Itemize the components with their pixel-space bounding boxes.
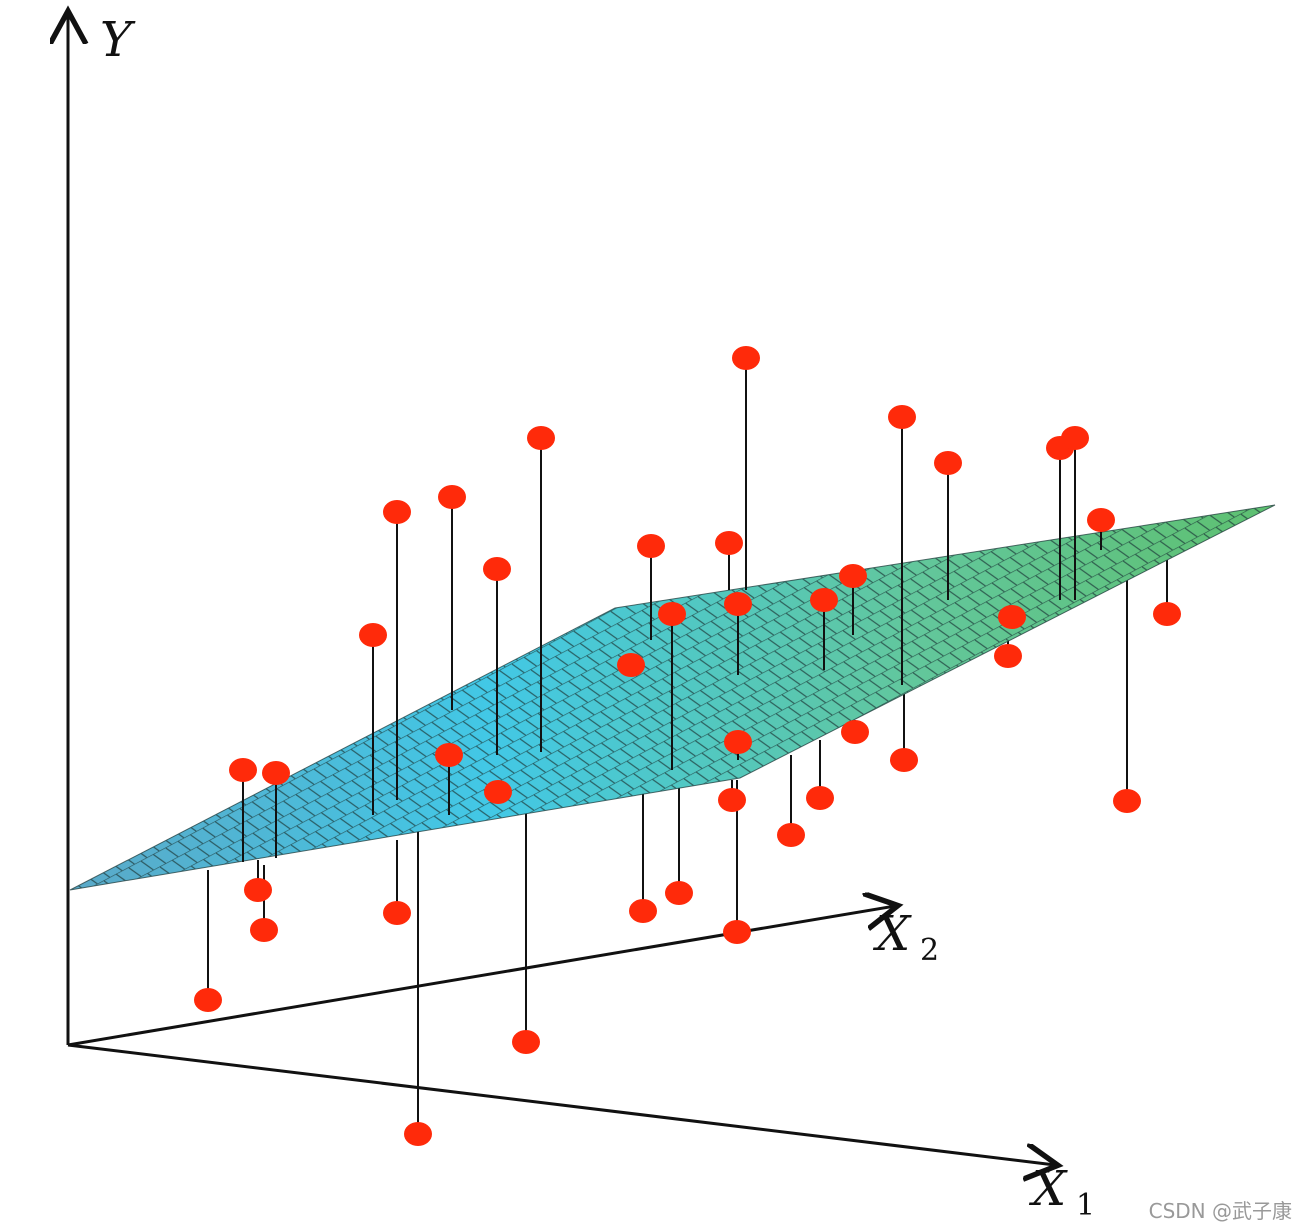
observation <box>438 485 466 509</box>
observation <box>483 557 511 581</box>
x2-subscript: 2 <box>920 933 939 968</box>
observation <box>229 758 257 782</box>
observation <box>890 748 918 772</box>
observation <box>1113 789 1141 813</box>
observation <box>1061 426 1089 450</box>
observation <box>994 644 1022 668</box>
observation <box>723 920 751 944</box>
observation <box>732 346 760 370</box>
observation <box>617 653 645 677</box>
observation <box>724 730 752 754</box>
observation <box>383 500 411 524</box>
observation <box>715 531 743 555</box>
observation <box>718 788 746 812</box>
observation <box>527 426 555 450</box>
observation <box>665 881 693 905</box>
observation <box>637 534 665 558</box>
x1-subscript: 1 <box>1076 1188 1095 1223</box>
observation <box>244 878 272 902</box>
observation <box>806 786 834 810</box>
observation <box>777 823 805 847</box>
observation <box>724 592 752 616</box>
observation <box>841 720 869 744</box>
watermark: CSDN @武子康 <box>1149 1199 1292 1223</box>
x2-axis <box>67 906 895 1047</box>
observation <box>383 901 411 925</box>
observation <box>250 918 278 942</box>
x1-axis <box>67 1043 1055 1165</box>
observation <box>888 405 916 429</box>
observation <box>262 761 290 785</box>
points <box>194 346 1181 1146</box>
observation <box>839 564 867 588</box>
y-label: Y <box>100 12 136 68</box>
observation <box>1153 602 1181 626</box>
observation <box>194 988 222 1012</box>
observation <box>435 743 463 767</box>
observation <box>359 623 387 647</box>
observation <box>484 780 512 804</box>
observation <box>998 605 1026 629</box>
observation <box>810 588 838 612</box>
observation <box>658 602 686 626</box>
stems <box>242 358 1102 862</box>
observation <box>629 899 657 923</box>
observation <box>1087 508 1115 532</box>
observation <box>934 451 962 475</box>
observation <box>404 1122 432 1146</box>
x1-label: X <box>1028 1161 1068 1217</box>
x2-label: X <box>872 906 912 962</box>
observation <box>512 1030 540 1054</box>
